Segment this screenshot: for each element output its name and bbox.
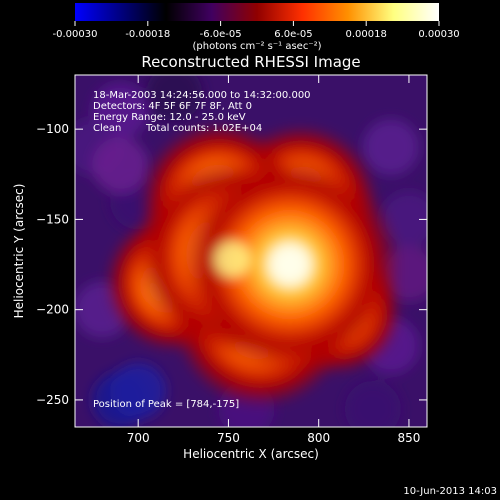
annotation-energy: Energy Range: 12.0 - 25.0 keV xyxy=(93,112,246,123)
annotation-counts: Total counts: 1.02E+04 xyxy=(145,123,262,134)
x-tick-label: 750 xyxy=(217,431,240,445)
peak-core xyxy=(267,242,312,287)
plot-frame xyxy=(74,74,428,428)
x-tick-label: 700 xyxy=(127,431,150,445)
y-axis-label: Heliocentric Y (arcsec) xyxy=(12,184,26,319)
x-tick-label: 800 xyxy=(307,431,330,445)
y-tick-label: −250 xyxy=(36,393,69,407)
x-axis-label: Heliocentric X (arcsec) xyxy=(183,447,319,461)
colorbar-ticks: -0.00030 -0.00018 -6.0e-05 6.0e-05 0.00018 0.… xyxy=(53,21,460,40)
colorbar-tick-label: -0.00018 xyxy=(125,29,170,40)
annotation-peak: Position of Peak = [784,-175] xyxy=(93,399,239,410)
x-axis-ticks: 700 750 800 850 xyxy=(127,75,420,445)
y-tick-label: −100 xyxy=(36,122,69,136)
y-axis-ticks: −100 −150 −200 −250 xyxy=(36,122,427,407)
background-mottle xyxy=(110,362,167,419)
colorbar xyxy=(75,3,439,21)
background-mottle xyxy=(362,119,419,176)
colorbar-unit-label: (photons cm⁻² s⁻¹ asec⁻²) xyxy=(192,41,321,52)
y-tick-label: −150 xyxy=(36,212,69,226)
annotation-method: Clean xyxy=(93,123,121,134)
colorbar-tick-label: 6.0e-05 xyxy=(274,29,312,40)
colorbar-tick-label: 0.00030 xyxy=(418,29,459,40)
background-mottle xyxy=(344,380,401,427)
secondary-core xyxy=(214,241,251,278)
colorbar-tick-label: -0.00030 xyxy=(53,29,98,40)
footer-timestamp: 10-Jun-2013 14:03 xyxy=(403,486,497,497)
y-tick-label: −200 xyxy=(36,303,69,317)
colorbar-tick-label: 0.00018 xyxy=(346,29,387,40)
heatmap-image xyxy=(75,75,427,427)
chart-title: Reconstructed RHESSI Image xyxy=(141,53,360,71)
background-mottle xyxy=(146,75,203,122)
colorbar-tick-label: -6.0e-05 xyxy=(200,29,242,40)
x-tick-label: 850 xyxy=(397,431,420,445)
background-mottle xyxy=(92,137,149,194)
annotation-time-range: 18-Mar-2003 14:24:56.000 to 14:32:00.000 xyxy=(93,90,311,101)
emission-sources xyxy=(105,122,401,407)
annotation-detectors: Detectors: 4F 5F 6F 7F 8F, Att 0 xyxy=(93,101,252,112)
